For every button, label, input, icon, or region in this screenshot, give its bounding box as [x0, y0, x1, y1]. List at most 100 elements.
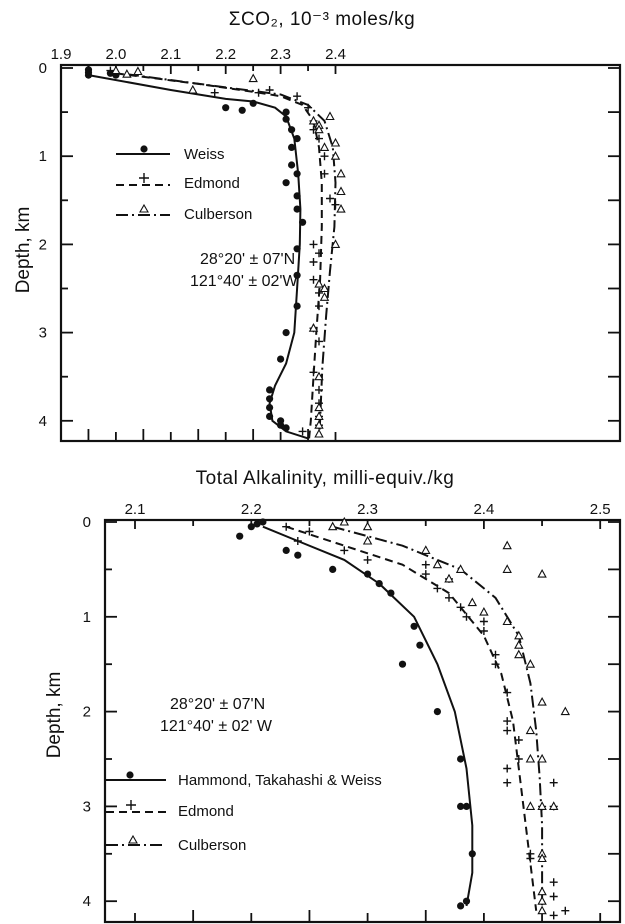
legend2-label-culberson: Culberson [178, 837, 246, 854]
alk-point-triangle [537, 696, 547, 706]
co2-point-triangle [314, 124, 324, 134]
co2-point-dot [266, 412, 274, 420]
co2-point-triangle [314, 420, 324, 429]
co2-point-triangle [188, 84, 198, 94]
alk-point-triangle [514, 649, 524, 659]
co2-point-dot [282, 115, 290, 123]
alk-point-plus [549, 892, 558, 901]
alk-point-triangle [525, 659, 536, 668]
alk-point-plus [514, 755, 523, 763]
x-tick-label: 2.0 [105, 46, 126, 63]
co2-point-plus [315, 337, 323, 346]
x-tick-label: 2.4 [473, 501, 494, 518]
alk-point-triangle [525, 753, 536, 763]
chart-alkalinity: Total Alkalinity, milli-equiv./kg 2.1 2.2… [44, 468, 622, 924]
chart-alkalinity-points [236, 516, 571, 920]
x-tick-label: 2.4 [325, 46, 346, 63]
co2-point-triangle [319, 283, 330, 293]
co2-point-dot [222, 104, 230, 112]
alk-point-dot [468, 850, 476, 858]
x-tick-label: 2.2 [241, 501, 262, 518]
co2-point-dot [288, 143, 296, 151]
alk-point-plus [491, 650, 500, 659]
chart-co2-coord-lon: 121°40' ± 02'W [190, 273, 298, 290]
alk-point-triangle [537, 853, 547, 863]
co2-point-triangle [308, 115, 319, 125]
co2-point-triangle [330, 137, 341, 147]
chart-co2-title: ΣCO₂, 10⁻³ moles/kg [229, 9, 415, 30]
alk-point-dot [433, 708, 441, 716]
alk-point-dot [398, 660, 407, 668]
co2-curve-triangle [126, 73, 337, 439]
chart-alkalinity-coord-lat: 28°20' ± 07'N [170, 696, 265, 713]
chart-co2-frame [59, 63, 622, 443]
co2-point-dot [282, 424, 290, 432]
co2-point-dot [282, 329, 290, 337]
co2-point-triangle [319, 142, 330, 151]
alk-point-triangle [327, 521, 338, 531]
alk-point-triangle [537, 905, 547, 915]
alk-point-triangle [444, 573, 454, 583]
y-tick-label: 2 [83, 704, 91, 721]
co2-point-triangle [314, 411, 324, 420]
co2-point-dot [288, 161, 296, 169]
co2-point-dot [293, 135, 301, 143]
alk-point-plus [479, 617, 488, 626]
legend-marker-weiss [140, 145, 148, 153]
x-tick-label: 2.3 [357, 501, 378, 518]
x-tick-label: 2.1 [160, 46, 181, 63]
co2-point-plus [326, 194, 334, 203]
alk-point-triangle [537, 753, 547, 763]
alk-point-triangle [537, 896, 547, 905]
co2-point-plus [320, 169, 329, 178]
legend-marker-culberson [139, 203, 149, 213]
alk-point-triangle [525, 801, 536, 810]
alk-point-triangle [339, 516, 350, 526]
co2-point-dot [293, 192, 301, 200]
alk-point-triangle [467, 597, 478, 607]
co2-point-dot [293, 271, 301, 279]
co2-point-plus [315, 302, 323, 311]
chart-alkalinity-curves [262, 525, 544, 911]
alk-point-triangle [525, 725, 536, 735]
alk-curve-triangle [332, 525, 544, 911]
co2-point-triangle [330, 239, 341, 248]
co2-point-triangle [336, 203, 346, 213]
chart-co2-points [84, 65, 346, 438]
chart-alkalinity-y-axis-label: Depth, km [44, 672, 65, 759]
alk-curve-dot [262, 525, 474, 907]
alk-point-plus [491, 660, 500, 669]
alk-point-triangle [502, 616, 512, 626]
alk-point-plus [421, 570, 430, 579]
legend-label-edmond: Edmond [184, 175, 240, 192]
alk-point-plus [549, 878, 558, 887]
x-tick-label: 2.5 [590, 501, 611, 518]
y-tick-label: 0 [83, 514, 91, 531]
alk-point-plus [503, 726, 512, 735]
co2-point-plus [309, 240, 318, 249]
chart-alkalinity-title: Total Alkalinity, milli-equiv./kg [196, 468, 455, 489]
alk-point-plus [526, 854, 535, 863]
alk-point-plus [479, 627, 488, 635]
co2-point-triangle [330, 151, 341, 160]
chart-co2-legend: Weiss Edmond Culberson [116, 145, 252, 223]
alk-point-plus [293, 537, 302, 545]
co2-point-dot [299, 218, 307, 226]
co2-point-triangle [248, 73, 258, 83]
alk-point-dot [259, 518, 267, 526]
chart-co2-y-axis-label: Depth, km [13, 207, 34, 294]
alk-point-triangle [502, 540, 512, 550]
y-tick-label: 1 [39, 148, 47, 165]
co2-point-plus [265, 86, 274, 94]
co2-point-plus [315, 134, 323, 143]
alk-point-triangle [560, 706, 571, 716]
legend2-marker-edmond [126, 800, 136, 810]
alk-point-plus [433, 584, 442, 593]
alk-point-triangle [479, 606, 489, 616]
alk-point-plus [445, 593, 453, 602]
co2-point-plus [210, 88, 219, 97]
legend2-marker-hammond [126, 771, 134, 779]
co2-point-dot [293, 205, 301, 213]
chart-co2-y-axis: 0 1 2 3 4 [39, 60, 620, 430]
